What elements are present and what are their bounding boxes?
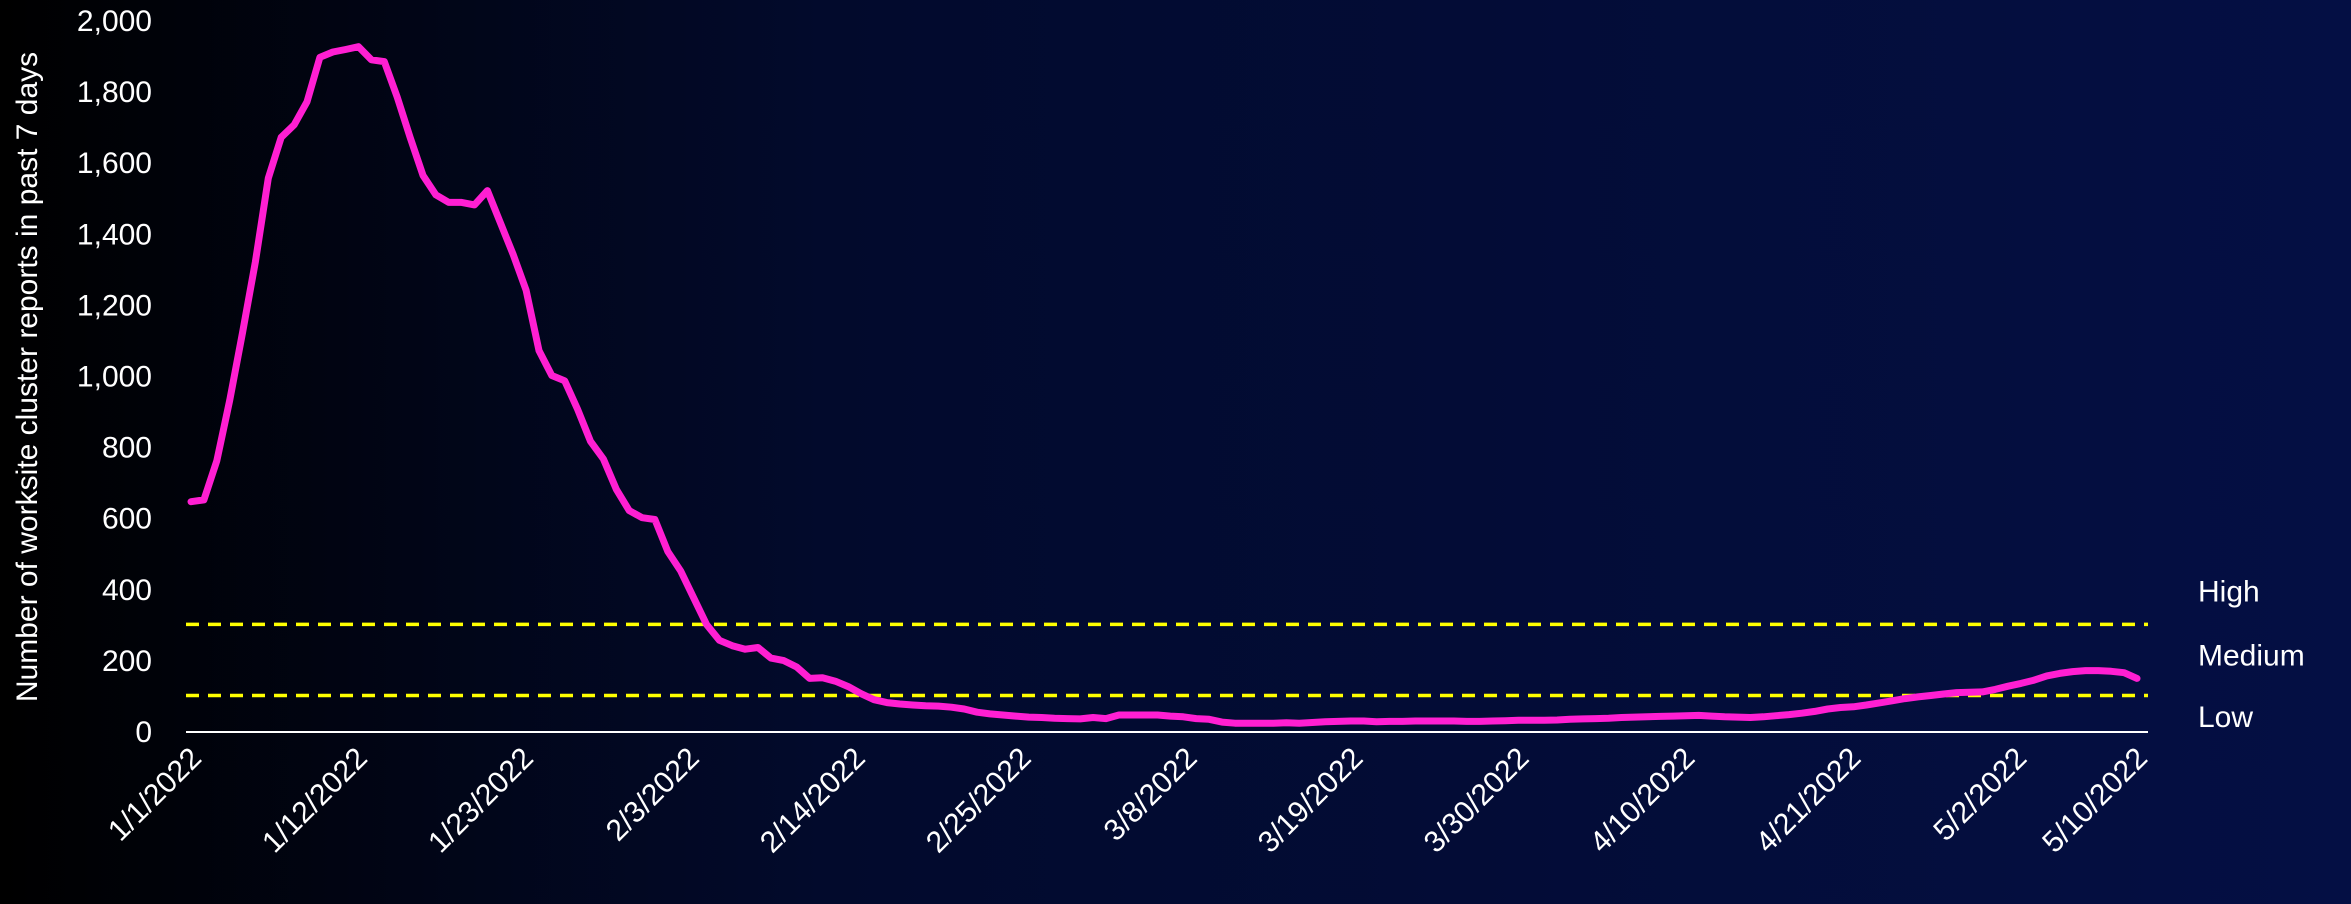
y-tick-label: 1,600	[77, 147, 152, 180]
y-tick-label: 800	[102, 432, 152, 465]
y-tick-label: 0	[135, 716, 152, 749]
x-tick-label: 1/23/2022	[422, 742, 540, 860]
threshold-label: High	[2198, 576, 2260, 609]
threshold-label: Medium	[2198, 640, 2305, 673]
series-line	[187, 43, 2141, 727]
y-tick-label: 600	[102, 503, 152, 536]
threshold-labels: High Medium Low	[2198, 576, 2305, 734]
x-tick-label: 2/14/2022	[754, 742, 872, 860]
y-tick-label: 200	[102, 645, 152, 678]
y-tick-label: 400	[102, 574, 152, 607]
y-tick-label: 1,400	[77, 218, 152, 251]
threshold-label: Low	[2198, 701, 2253, 734]
threshold-lines	[186, 622, 2148, 698]
x-tick-label: 5/10/2022	[2036, 742, 2154, 860]
x-tick-label: 4/21/2022	[1750, 742, 1868, 860]
y-tick-label: 1,800	[77, 76, 152, 109]
x-tick-label: 1/1/2022	[102, 742, 208, 848]
x-tick-label: 5/2/2022	[1927, 742, 2033, 848]
x-tick-label: 1/12/2022	[256, 742, 374, 860]
x-tick-label: 2/25/2022	[920, 742, 1038, 860]
y-axis-title: Number of worksite cluster reports in pa…	[11, 52, 44, 702]
series-group	[187, 43, 2141, 727]
y-tick-label: 1,000	[77, 361, 152, 394]
x-tick-label: 3/8/2022	[1098, 742, 1204, 848]
y-tick-label: 1,200	[77, 289, 152, 322]
x-axis-ticks: 1/1/2022 1/12/2022 1/23/2022 2/3/2022 2/14/2…	[102, 742, 2154, 860]
x-tick-label: 3/30/2022	[1418, 742, 1536, 860]
y-axis-ticks: 0 200 400 600 800 1,000 1,200 1,400 1,600 1,800 2,…	[77, 5, 152, 749]
x-tick-label: 3/19/2022	[1252, 742, 1370, 860]
x-tick-label: 2/3/2022	[600, 742, 706, 848]
y-tick-label: 2,000	[77, 5, 152, 38]
x-tick-label: 4/10/2022	[1584, 742, 1702, 860]
